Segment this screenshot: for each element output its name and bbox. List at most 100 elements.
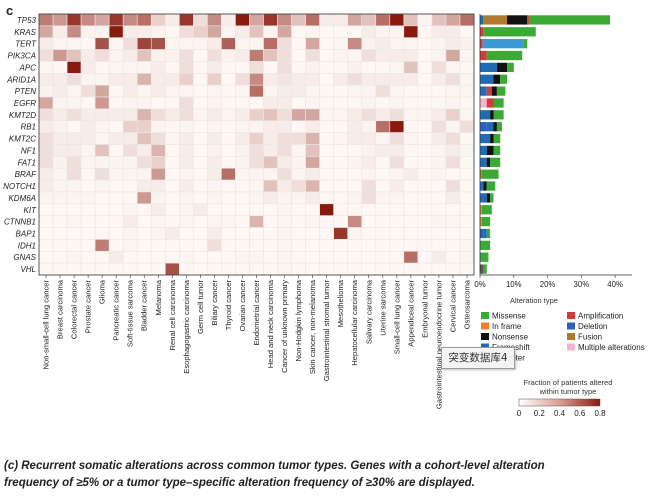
bar-x-tick-label: 40%	[607, 280, 623, 289]
heatmap-cell	[66, 179, 82, 193]
heatmap-cell	[193, 49, 208, 62]
heatmap-cell	[136, 262, 152, 276]
heatmap-cell	[38, 73, 54, 86]
heatmap-cell	[263, 73, 278, 86]
heatmap-cell	[431, 13, 447, 27]
heatmap-cell	[291, 191, 306, 205]
heatmap-cell	[179, 132, 194, 145]
heatmap-cell	[122, 13, 138, 27]
column-label: Endometrial cancer	[252, 280, 261, 346]
heatmap-cell	[249, 262, 264, 276]
heatmap-cell	[136, 144, 152, 157]
heatmap-cell	[235, 96, 250, 110]
heatmap-cell	[291, 108, 306, 122]
heatmap-cell	[361, 25, 377, 39]
heatmap-cell	[333, 49, 349, 62]
heatmap-cell	[94, 73, 110, 86]
row-label: ARID1A	[6, 75, 36, 84]
column-label: Soft-tissue sarcoma	[126, 279, 135, 347]
heatmap-cell	[94, 239, 110, 252]
bar-x-tick-label: 20%	[540, 280, 556, 289]
row-label: IDH1	[18, 241, 36, 250]
heatmap-cell	[445, 239, 461, 252]
heatmap-cell	[52, 262, 68, 276]
heatmap-cell	[221, 120, 236, 133]
row-label: VHL	[20, 265, 36, 274]
heatmap-cell	[164, 13, 180, 27]
heatmap-cell	[403, 203, 419, 216]
heatmap-cell	[94, 96, 110, 110]
heatmap-cell	[235, 227, 250, 240]
heatmap-cell	[445, 108, 461, 122]
heatmap-cell	[263, 250, 278, 264]
bar-segment	[480, 86, 487, 96]
heatmap-cell	[389, 227, 405, 240]
bar-segment	[481, 205, 492, 215]
bar-segment	[486, 157, 491, 167]
heatmap-cell	[291, 132, 306, 145]
bar-segment	[523, 39, 528, 49]
heatmap-cell	[249, 96, 264, 110]
bar-segment	[493, 122, 497, 132]
heatmap-cell	[319, 13, 334, 27]
heatmap-cell	[333, 132, 349, 145]
heatmap-cell	[52, 73, 68, 86]
heatmap-cell	[459, 108, 475, 122]
heatmap-cell	[150, 250, 166, 264]
heatmap-cell	[66, 250, 82, 264]
heatmap-cell	[136, 37, 152, 50]
heatmap-cell	[459, 203, 475, 216]
heatmap-cell	[375, 96, 391, 110]
heatmap-cell	[459, 25, 475, 39]
bar-segment	[480, 252, 489, 262]
row-label: KRAS	[14, 28, 36, 37]
column-label: Cervical cancer	[448, 280, 457, 333]
heatmap-cell	[445, 25, 461, 39]
heatmap-cell	[179, 203, 194, 216]
heatmap-cell	[52, 156, 68, 169]
heatmap-cell	[164, 239, 180, 252]
column-label: Melanoma	[154, 279, 163, 315]
heatmap-cell	[459, 61, 475, 74]
heatmap-cell	[347, 167, 363, 181]
heatmap-cell	[431, 239, 447, 252]
heatmap-cell	[164, 215, 180, 228]
heatmap-cell	[66, 73, 82, 86]
heatmap-cell	[80, 227, 96, 240]
heatmap-cell	[333, 215, 349, 228]
heatmap-cell	[375, 49, 391, 62]
heatmap-cell	[150, 215, 166, 228]
heatmap-cell	[193, 13, 208, 27]
heatmap-cell	[431, 227, 447, 240]
heatmap-cell	[445, 37, 461, 50]
colorbar-tick-label: 0.2	[534, 409, 546, 418]
heatmap-cell	[277, 108, 292, 122]
heatmap-cell	[52, 250, 68, 264]
bar-segment	[480, 205, 482, 215]
heatmap-cell	[94, 167, 110, 181]
heatmap-cell	[403, 25, 419, 39]
column-label: Thyroid cancer	[224, 280, 233, 331]
heatmap-cell	[459, 156, 475, 169]
bar-segment	[480, 15, 484, 25]
heatmap-cell	[164, 84, 180, 98]
legend-title: Alteration type	[510, 296, 558, 305]
heatmap-cell	[347, 132, 363, 145]
heatmap-cell	[417, 132, 433, 145]
heatmap-cell	[207, 215, 222, 228]
heatmap-cell	[38, 120, 54, 133]
heatmap-cell	[361, 120, 377, 133]
row-label: TERT	[15, 40, 37, 49]
bar-segment	[490, 133, 494, 144]
heatmap-cell	[319, 215, 334, 228]
heatmap-cell	[38, 191, 54, 205]
heatmap-cell	[375, 84, 391, 98]
bar-segment	[486, 145, 494, 156]
heatmap-cell	[305, 132, 320, 145]
bar-segment	[491, 86, 497, 96]
heatmap-cell	[333, 239, 349, 252]
heatmap-cell	[38, 144, 54, 157]
heatmap-cell	[459, 73, 475, 86]
heatmap-cell	[150, 61, 166, 74]
heatmap-cell	[319, 132, 334, 145]
